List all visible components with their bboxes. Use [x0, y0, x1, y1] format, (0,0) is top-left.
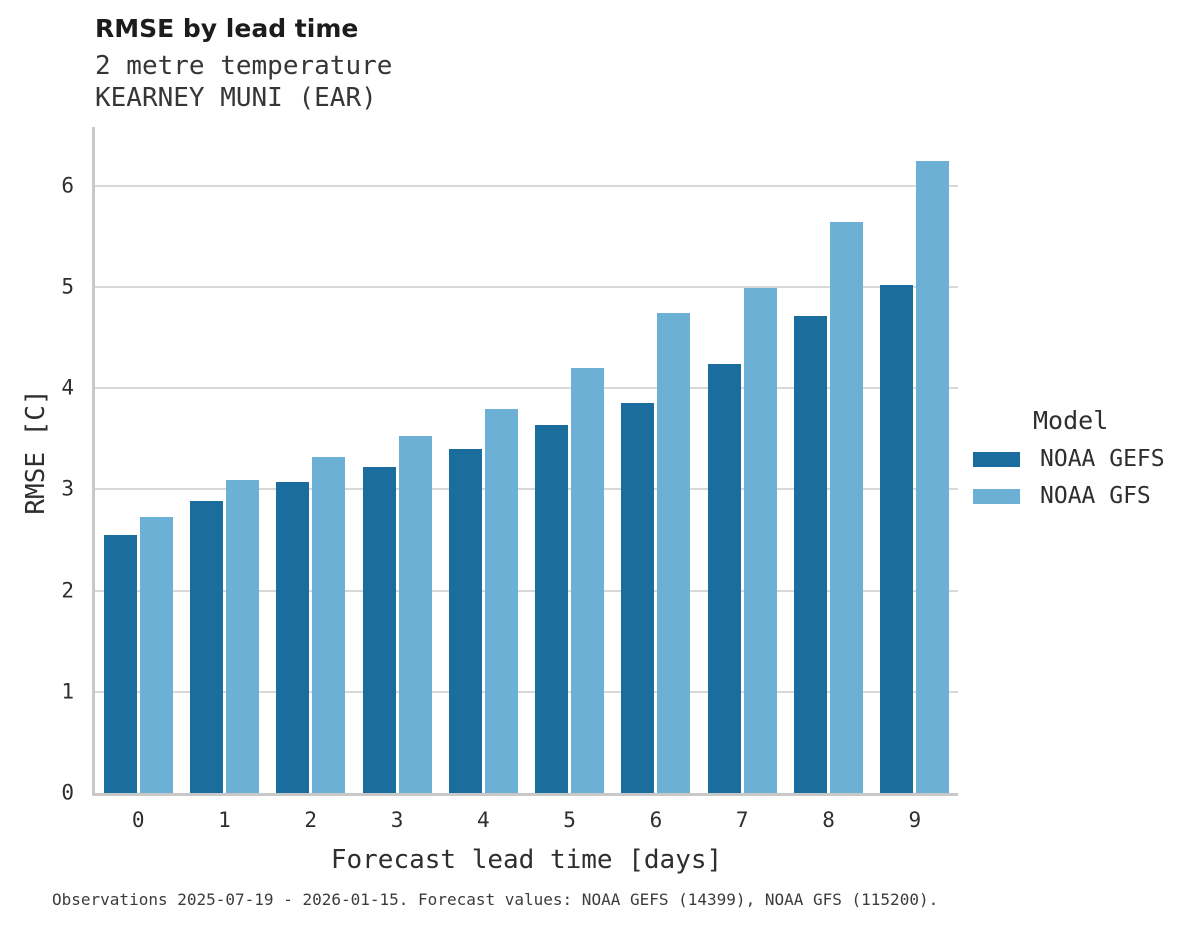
bar-noaa-gfs-lead-3 — [398, 435, 432, 793]
bar-noaa-gefs-lead-5 — [535, 424, 569, 793]
x-tick-label-2: 2 — [304, 808, 318, 832]
y-tick-label-5: 5 — [61, 274, 74, 299]
bar-noaa-gefs-lead-7 — [707, 363, 741, 793]
x-tick-label-9: 9 — [908, 808, 922, 832]
bar-group-lead-7 — [699, 127, 785, 793]
title-block: RMSE by lead time 2 metre temperature KE… — [95, 14, 392, 114]
bar-noaa-gfs-lead-2 — [312, 456, 346, 793]
bar-noaa-gfs-lead-1 — [225, 480, 259, 793]
bar-noaa-gefs-lead-4 — [448, 448, 482, 793]
bar-noaa-gfs-lead-5 — [571, 367, 605, 793]
legend-label: NOAA GFS — [1040, 483, 1151, 509]
y-tick-label-4: 4 — [61, 375, 74, 400]
bar-noaa-gfs-lead-0 — [139, 516, 173, 793]
x-tick-label-0: 0 — [131, 808, 145, 832]
chart-title: RMSE by lead time — [95, 14, 359, 43]
legend-label: NOAA GEFS — [1040, 446, 1165, 472]
legend-swatch-icon — [973, 488, 1020, 504]
bar-group-lead-3 — [354, 127, 440, 793]
bar-noaa-gfs-lead-4 — [484, 409, 518, 793]
gridline-y1 — [95, 690, 958, 693]
x-tick-label-5: 5 — [563, 808, 576, 832]
bar-group-lead-6 — [613, 127, 699, 793]
x-axis-tick-labels: 0 1 2 3 4 5 6 7 8 9 — [95, 808, 958, 832]
y-axis-title: RMSE [C] — [21, 389, 51, 515]
x-tick-label-1: 1 — [218, 808, 231, 832]
y-axis-spine — [92, 127, 95, 796]
x-tick-label-7: 7 — [735, 808, 749, 832]
bar-group-lead-0 — [95, 127, 181, 793]
y-axis-tick-labels: 0 1 2 3 4 5 6 — [0, 127, 74, 803]
footer-note: Observations 2025-07-19 - 2026-01-15. Fo… — [52, 890, 939, 909]
bar-group-lead-1 — [181, 127, 267, 793]
legend-entry-noaa-gfs: NOAA GFS — [973, 483, 1165, 509]
gridline-y2 — [95, 589, 958, 592]
bar-noaa-gefs-lead-6 — [621, 403, 655, 793]
bar-group-lead-9 — [872, 127, 958, 793]
bar-group-lead-4 — [440, 127, 526, 793]
x-tick-label-6: 6 — [649, 808, 663, 832]
chart-subtitle-variable: 2 metre temperature — [95, 51, 393, 81]
legend: Model NOAA GEFS NOAA GFS — [973, 406, 1165, 509]
bar-noaa-gefs-lead-2 — [276, 482, 310, 793]
gridline-y4 — [95, 387, 958, 390]
x-tick-label-3: 3 — [390, 808, 404, 832]
bar-noaa-gfs-lead-6 — [657, 313, 691, 793]
y-tick-label-2: 2 — [61, 578, 74, 603]
x-axis-title: Forecast lead time [days] — [330, 845, 723, 875]
bar-noaa-gfs-lead-7 — [743, 287, 777, 793]
bar-noaa-gefs-lead-3 — [362, 467, 396, 793]
legend-entries: NOAA GEFS NOAA GFS — [973, 446, 1165, 509]
x-axis-spine — [92, 793, 958, 796]
legend-title: Model — [1033, 406, 1109, 435]
legend-swatch-icon — [973, 451, 1020, 467]
y-tick-label-3: 3 — [61, 476, 74, 501]
plot-area — [95, 127, 958, 793]
bar-group-lead-8 — [785, 127, 871, 793]
bar-noaa-gefs-lead-1 — [189, 500, 223, 793]
gridline-y6 — [95, 184, 958, 187]
x-tick-label-4: 4 — [477, 808, 490, 832]
gridline-y3 — [95, 488, 958, 491]
bar-noaa-gfs-lead-9 — [916, 161, 950, 793]
bar-group-lead-5 — [526, 127, 612, 793]
gridline-y5 — [95, 285, 958, 288]
y-tick-label-0: 0 — [61, 780, 74, 805]
bar-noaa-gefs-lead-8 — [794, 316, 828, 793]
y-tick-label-1: 1 — [61, 679, 74, 704]
bars-row — [95, 127, 958, 793]
bar-noaa-gefs-lead-9 — [880, 284, 914, 793]
x-tick-label-8: 8 — [822, 808, 835, 832]
bar-noaa-gfs-lead-8 — [830, 222, 864, 793]
chart-subtitle-station: KEARNEY MUNI (EAR) — [95, 83, 377, 113]
bar-group-lead-2 — [268, 127, 354, 793]
legend-entry-noaa-gefs: NOAA GEFS — [973, 446, 1165, 472]
bar-noaa-gefs-lead-0 — [103, 534, 137, 793]
y-tick-label-6: 6 — [61, 173, 74, 198]
